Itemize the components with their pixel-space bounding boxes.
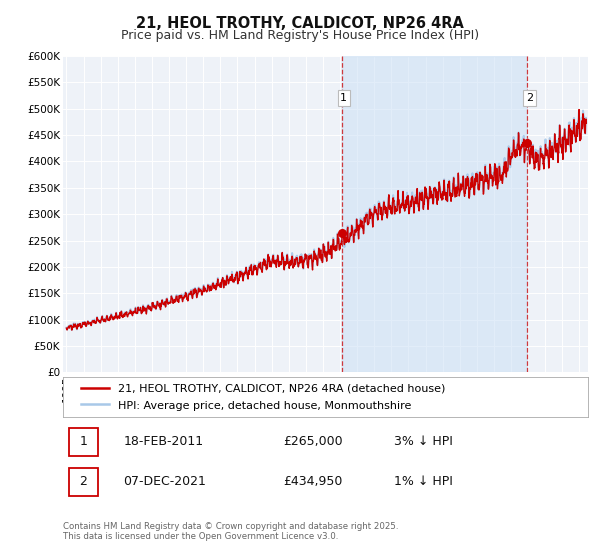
Bar	[342, 56, 527, 372]
Text: £265,000: £265,000	[284, 435, 343, 448]
Text: 1: 1	[80, 435, 88, 448]
Text: 1: 1	[340, 93, 347, 103]
Text: 2: 2	[526, 93, 533, 103]
Legend: 21, HEOL TROTHY, CALDICOT, NP26 4RA (detached house), HPI: Average price, detach: 21, HEOL TROTHY, CALDICOT, NP26 4RA (det…	[76, 379, 449, 415]
FancyBboxPatch shape	[70, 468, 98, 496]
Text: 21, HEOL TROTHY, CALDICOT, NP26 4RA: 21, HEOL TROTHY, CALDICOT, NP26 4RA	[136, 16, 464, 31]
Text: 3% ↓ HPI: 3% ↓ HPI	[394, 435, 452, 448]
Text: Contains HM Land Registry data © Crown copyright and database right 2025.
This d: Contains HM Land Registry data © Crown c…	[63, 522, 398, 542]
Text: 1% ↓ HPI: 1% ↓ HPI	[394, 475, 452, 488]
Text: 2: 2	[80, 475, 88, 488]
Text: 18-FEB-2011: 18-FEB-2011	[124, 435, 203, 448]
Text: 07-DEC-2021: 07-DEC-2021	[124, 475, 206, 488]
Text: £434,950: £434,950	[284, 475, 343, 488]
Text: Price paid vs. HM Land Registry's House Price Index (HPI): Price paid vs. HM Land Registry's House …	[121, 29, 479, 42]
FancyBboxPatch shape	[70, 428, 98, 456]
